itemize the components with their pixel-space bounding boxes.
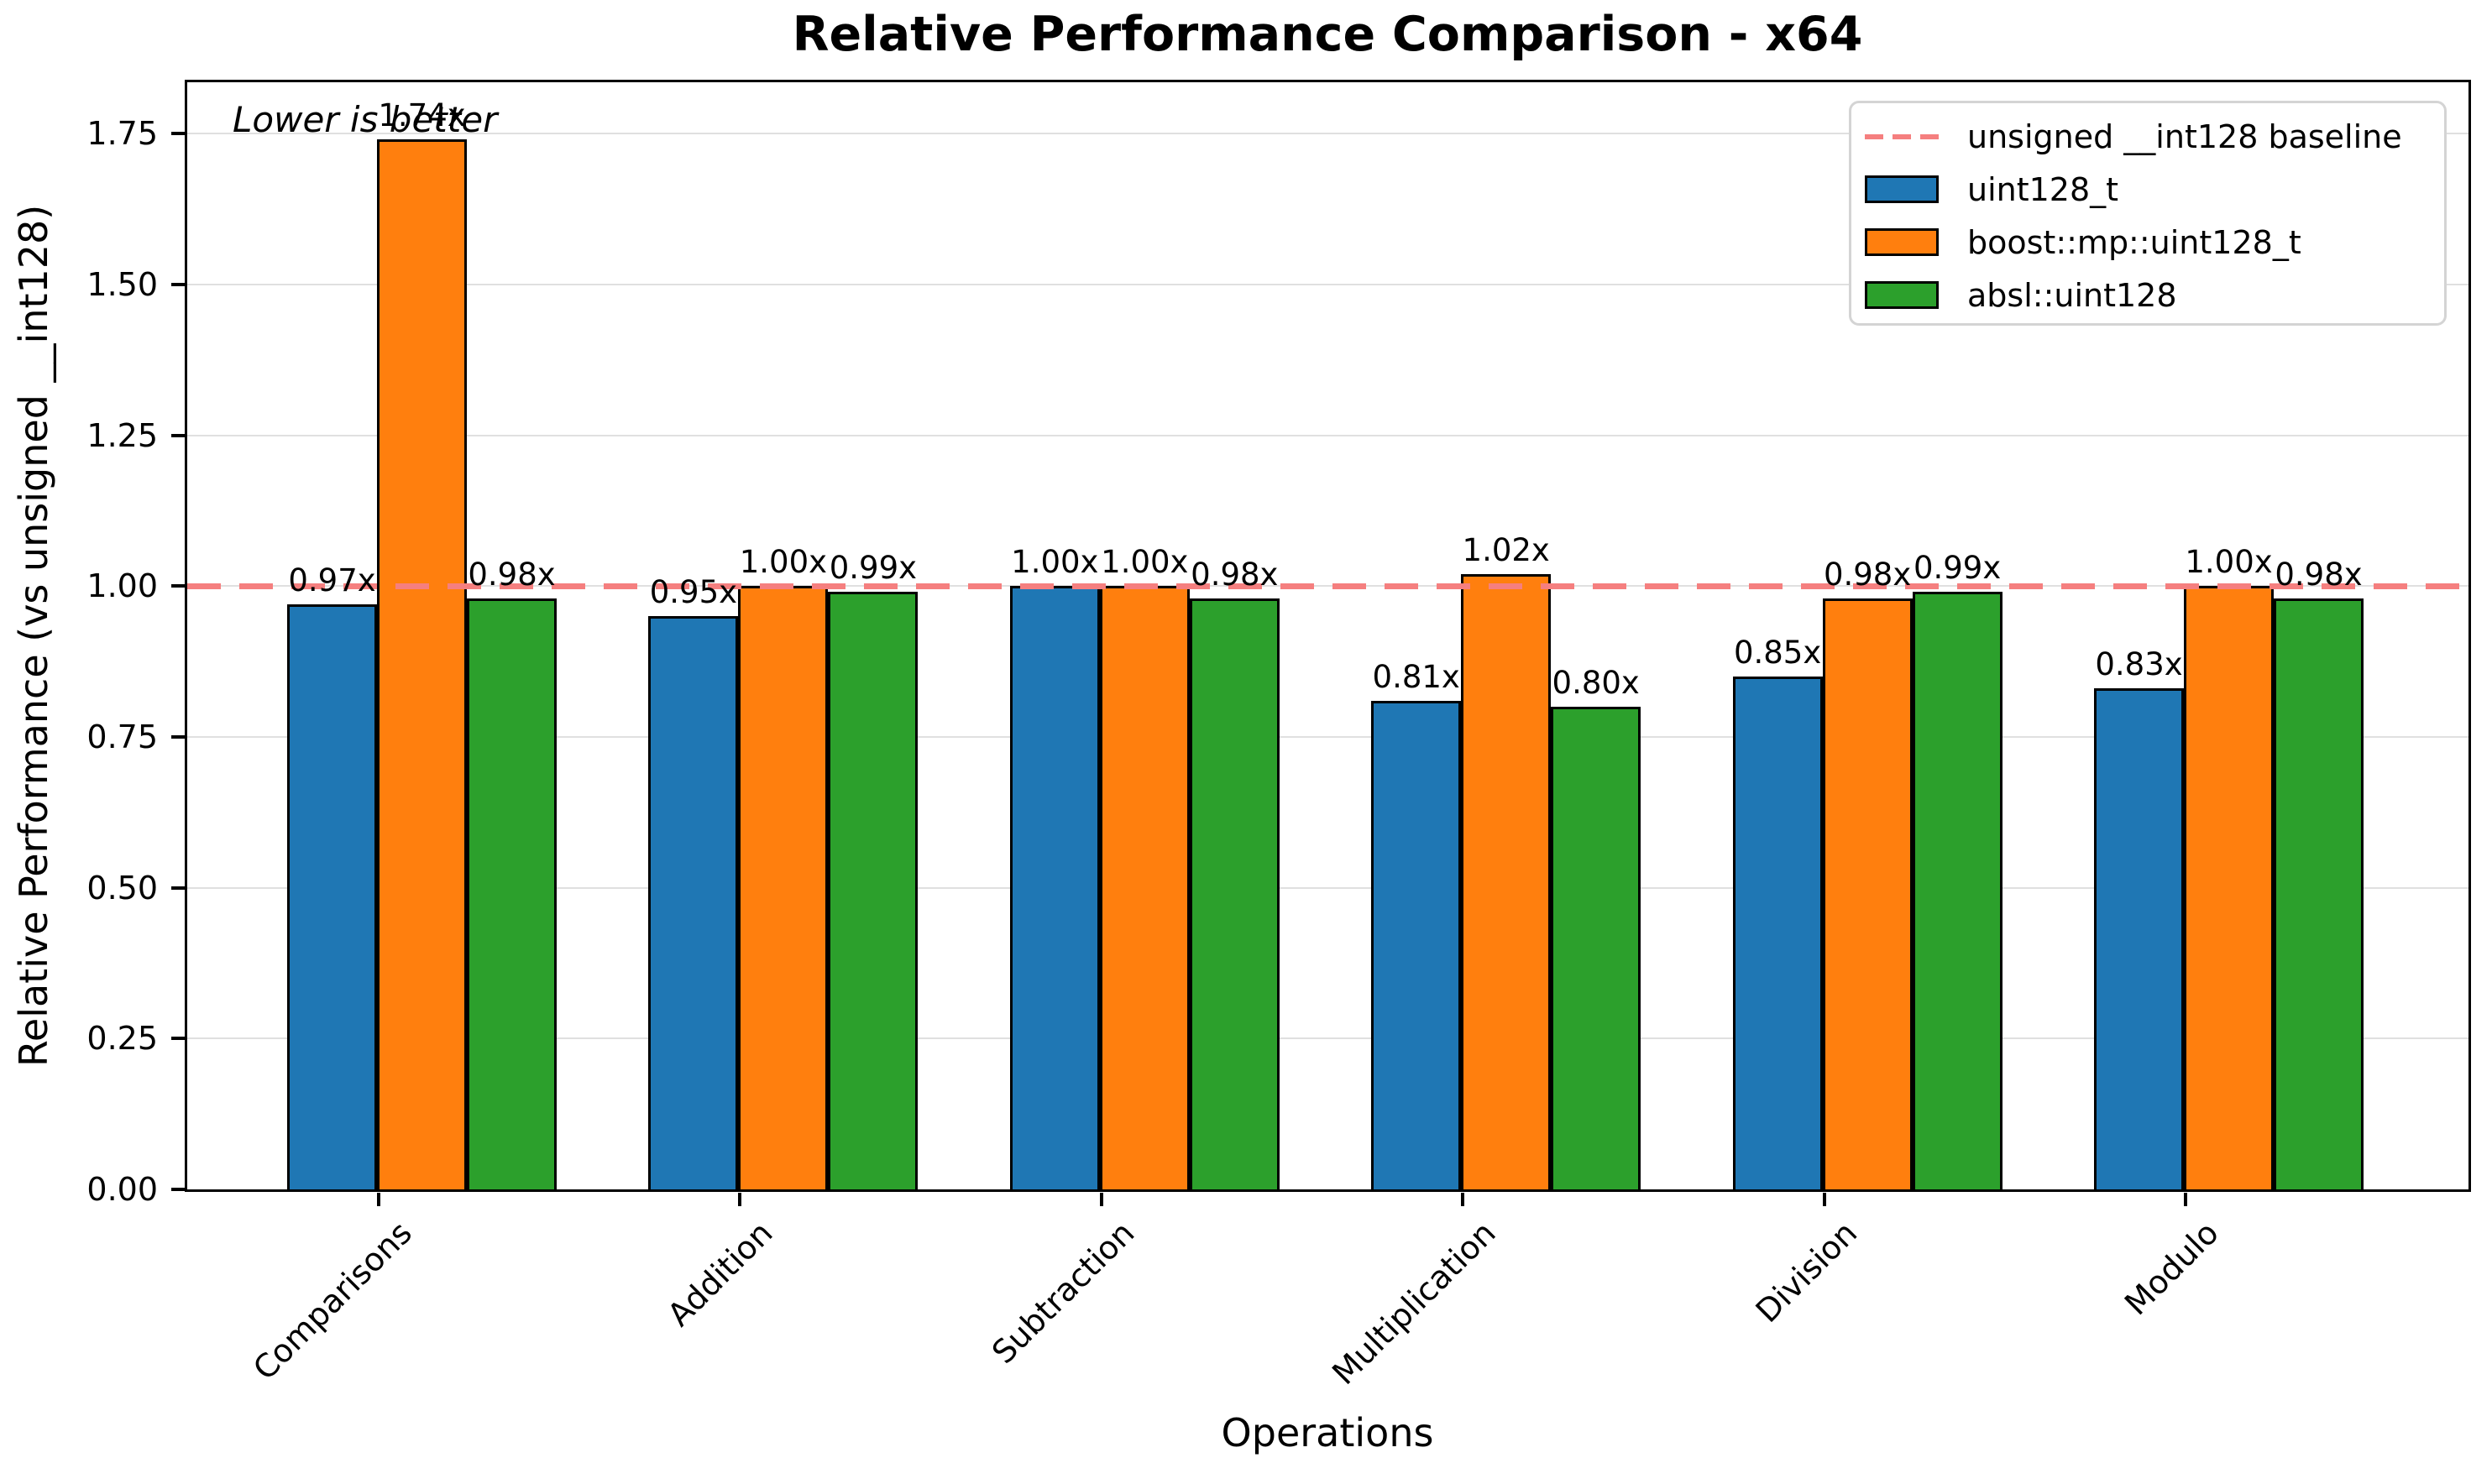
bar-value-label: 0.80x bbox=[1552, 665, 1640, 701]
gridline bbox=[187, 735, 2468, 738]
legend-handle-wrap bbox=[1865, 175, 1939, 203]
y-tick-mark bbox=[171, 886, 187, 890]
bar bbox=[1551, 707, 1641, 1192]
legend-handle-wrap bbox=[1865, 281, 1939, 309]
y-tick-label: 0.00 bbox=[86, 1171, 158, 1208]
legend-color-swatch bbox=[1865, 228, 1939, 256]
y-tick-mark bbox=[171, 132, 187, 136]
legend-handle-wrap bbox=[1865, 228, 1939, 256]
legend-color-swatch bbox=[1865, 281, 1939, 309]
lower-is-better-note: Lower is better bbox=[233, 99, 498, 140]
bar bbox=[2094, 688, 2184, 1192]
bar-value-label: 0.85x bbox=[1733, 635, 1822, 671]
legend-item: absl::uint128 bbox=[1865, 269, 2444, 321]
gridline bbox=[187, 434, 2468, 436]
y-tick-mark bbox=[171, 433, 187, 437]
bar bbox=[1189, 598, 1280, 1192]
y-tick-label: 1.50 bbox=[86, 265, 158, 303]
x-tick-label: Division bbox=[1748, 1214, 1865, 1330]
bar-value-label: 0.95x bbox=[649, 574, 738, 611]
legend-item: uint128_t bbox=[1865, 163, 2444, 216]
x-axis-label: Operations bbox=[1221, 1410, 1434, 1455]
bar-value-label: 0.98x bbox=[2275, 556, 2363, 593]
x-tick-label: Multiplication bbox=[1325, 1214, 1503, 1393]
bar-value-label: 0.98x bbox=[468, 556, 556, 593]
bar-value-label: 0.98x bbox=[1823, 556, 1912, 593]
bar bbox=[1912, 592, 2002, 1192]
y-tick-mark bbox=[171, 282, 187, 286]
bar bbox=[287, 604, 377, 1192]
bar-value-label: 1.00x bbox=[1011, 544, 1099, 581]
bar bbox=[2274, 598, 2364, 1192]
bar bbox=[1732, 677, 1823, 1192]
x-tick-mark bbox=[738, 1193, 742, 1206]
bar bbox=[1461, 573, 1552, 1192]
y-tick-mark bbox=[171, 734, 187, 739]
y-tick-label: 0.25 bbox=[86, 1020, 158, 1058]
bar-value-label: 1.00x bbox=[1101, 544, 1189, 581]
legend-handle-wrap bbox=[1865, 133, 1939, 139]
x-tick-mark bbox=[2184, 1193, 2187, 1206]
bar-value-label: 0.99x bbox=[1913, 550, 2002, 587]
y-tick-label: 0.75 bbox=[86, 718, 158, 755]
y-tick-mark bbox=[171, 584, 187, 588]
x-tick-mark bbox=[377, 1193, 380, 1206]
bar bbox=[1099, 586, 1190, 1192]
bar bbox=[1371, 700, 1462, 1192]
gridline bbox=[187, 886, 2468, 889]
bar-value-label: 0.98x bbox=[1191, 556, 1279, 593]
bar-value-label: 0.97x bbox=[288, 562, 376, 598]
bar-value-label: 0.83x bbox=[2095, 646, 2183, 683]
bar bbox=[1009, 586, 1100, 1192]
x-tick-label: Addition bbox=[661, 1214, 781, 1334]
legend-item-label: unsigned __int128 baseline bbox=[1967, 118, 2402, 155]
bar-value-label: 1.00x bbox=[739, 544, 828, 581]
legend-item-label: boost::mp::uint128_t bbox=[1967, 223, 2301, 261]
bar bbox=[377, 139, 467, 1192]
y-tick-label: 1.00 bbox=[86, 567, 158, 605]
bar bbox=[648, 616, 739, 1192]
bar bbox=[467, 598, 557, 1192]
chart-title: Relative Performance Comparison - x64 bbox=[792, 7, 1863, 62]
legend-item: unsigned __int128 baseline bbox=[1865, 110, 2444, 163]
gridline bbox=[187, 283, 2468, 285]
bar-value-label: 0.99x bbox=[829, 550, 918, 587]
x-tick-label: Comparisons bbox=[245, 1214, 419, 1387]
x-tick-mark bbox=[1461, 1193, 1465, 1206]
bar-value-label: 1.74x bbox=[378, 97, 466, 134]
bar-value-label: 1.00x bbox=[2185, 544, 2273, 581]
y-tick-label: 1.75 bbox=[86, 115, 158, 153]
bar-value-label: 0.81x bbox=[1372, 658, 1460, 695]
legend-color-swatch bbox=[1865, 175, 1939, 203]
x-tick-mark bbox=[1099, 1193, 1103, 1206]
x-tick-label: Subtraction bbox=[984, 1214, 1142, 1372]
y-tick-mark bbox=[171, 1037, 187, 1041]
bar-value-label: 1.02x bbox=[1462, 531, 1550, 568]
legend-item-label: uint128_t bbox=[1967, 170, 2119, 208]
gridline bbox=[187, 133, 2468, 135]
legend-item: boost::mp::uint128_t bbox=[1865, 216, 2444, 269]
y-tick-label: 0.50 bbox=[86, 869, 158, 907]
x-tick-label: Modulo bbox=[2117, 1214, 2226, 1323]
gridline bbox=[187, 1037, 2468, 1040]
bar bbox=[2184, 586, 2274, 1192]
legend-dashed-line-swatch bbox=[1865, 133, 1939, 139]
legend-item-label: absl::uint128 bbox=[1967, 276, 2177, 314]
bar bbox=[1822, 598, 1913, 1192]
baseline-line bbox=[187, 583, 2468, 590]
y-tick-label: 1.25 bbox=[86, 416, 158, 454]
bar bbox=[828, 592, 919, 1192]
y-axis-label: Relative Performance (vs unsigned __int1… bbox=[11, 204, 56, 1067]
bar bbox=[738, 586, 829, 1192]
x-tick-mark bbox=[1822, 1193, 1826, 1206]
y-tick-mark bbox=[171, 1188, 187, 1191]
